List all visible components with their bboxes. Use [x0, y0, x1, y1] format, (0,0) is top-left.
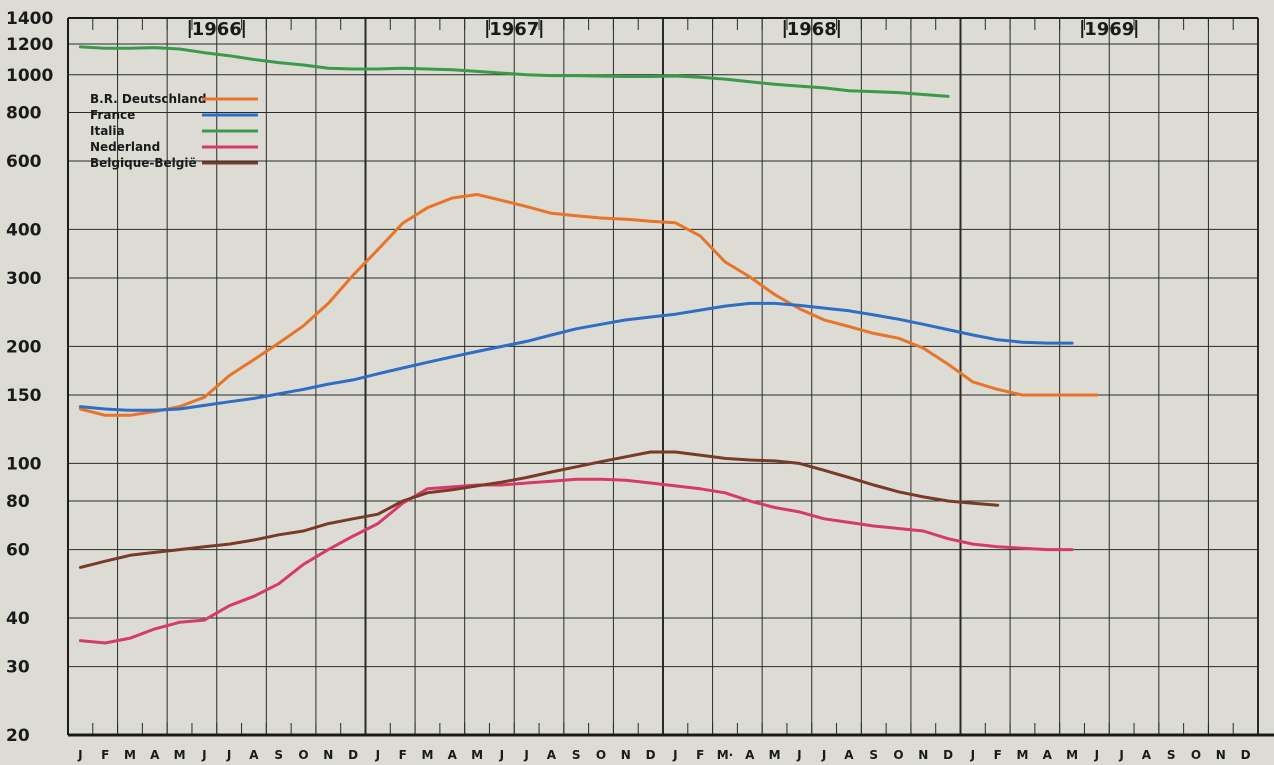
year-label: 1968 [787, 19, 837, 40]
y-tick-label: 1000 [6, 66, 53, 86]
y-tick-label: 80 [6, 492, 30, 512]
x-tick-label: F [399, 748, 407, 762]
y-tick-label: 1400 [6, 9, 53, 29]
x-tick-label: F [696, 748, 704, 762]
x-tick-label: J [499, 748, 504, 762]
year-label: 1966 [192, 19, 242, 40]
y-tick-label: 20 [6, 726, 30, 746]
x-tick-label: D [646, 748, 656, 762]
x-tick-label: J [375, 748, 380, 762]
x-tick-label: M [769, 748, 781, 762]
year-label: 1969 [1084, 19, 1134, 40]
x-tick-label: O [893, 748, 903, 762]
x-tick-label: M [1017, 748, 1029, 762]
series-line [78, 450, 1000, 569]
x-tick-label: M [471, 748, 483, 762]
y-tick-label: 300 [6, 269, 42, 289]
x-tick-label: M [174, 748, 186, 762]
x-tick-label: A [1142, 748, 1152, 762]
x-tick-label: A [844, 748, 854, 762]
x-tick-label: N [1216, 748, 1226, 762]
series-line [78, 301, 1074, 412]
x-tick-label: D [1241, 748, 1251, 762]
y-tick-label: 40 [6, 609, 30, 629]
x-tick-label: O [1191, 748, 1201, 762]
legend-entry-label: France [90, 108, 135, 122]
y-tick-label: 100 [6, 454, 42, 474]
x-tick-label: J [226, 748, 231, 762]
legend-entry-label: Italia [90, 124, 125, 138]
x-tick-label: J [970, 748, 975, 762]
x-tick-label: A [249, 748, 259, 762]
x-tick-label: O [596, 748, 606, 762]
x-tick-label: J [1118, 748, 1123, 762]
legend: B.R. Deutschland France Italia Nederland Bel… [90, 92, 258, 170]
x-tick-label: A [745, 748, 755, 762]
x-tick-label: A [150, 748, 160, 762]
x-tick-label: J [821, 748, 826, 762]
x-tick-label: J [523, 748, 528, 762]
x-tick-label: J [796, 748, 801, 762]
x-tick-label: J [77, 748, 82, 762]
x-tick-label: A [547, 748, 557, 762]
legend-entry-label: Belgique-België [90, 156, 197, 170]
x-tick-label: J [672, 748, 677, 762]
y-tick-label: 150 [6, 386, 42, 406]
x-tick-label: D [348, 748, 358, 762]
series-line [78, 193, 1099, 417]
x-tick-label: S [1167, 748, 1176, 762]
legend-entry-label: Nederland [90, 140, 160, 154]
x-tick-label: N [621, 748, 631, 762]
x-tick-label: J [201, 748, 206, 762]
x-tick-label: J [1094, 748, 1099, 762]
y-tick-label: 1200 [6, 35, 53, 55]
y-tick-label: 800 [6, 103, 42, 123]
y-tick-label: 400 [6, 220, 42, 240]
x-tick-label: A [448, 748, 458, 762]
x-tick-label: S [869, 748, 878, 762]
x-tick-label: F [101, 748, 109, 762]
x-tick-label: D [943, 748, 953, 762]
x-tick-label: M [422, 748, 434, 762]
x-tick-label: N [918, 748, 928, 762]
x-tick-label: M· [717, 748, 734, 762]
legend-entry-label: B.R. Deutschland [90, 92, 206, 106]
x-tick-label: N [323, 748, 333, 762]
x-tick-label: F [994, 748, 1002, 762]
x-tick-label: M [124, 748, 136, 762]
y-tick-label: 60 [6, 541, 30, 561]
series-line [78, 45, 950, 98]
y-tick-label: 200 [6, 337, 42, 357]
y-tick-label: 600 [6, 152, 42, 172]
series-line [78, 477, 1074, 645]
x-tick-label: S [274, 748, 283, 762]
axes: 20 30 40 60 80 100 150 200 300 400 600 800 1000 1200 1… [6, 9, 1274, 762]
x-tick-label: S [572, 748, 581, 762]
x-tick-label: A [1043, 748, 1053, 762]
year-label: 1967 [489, 19, 539, 40]
x-tick-label: M [1066, 748, 1078, 762]
x-tick-label: O [298, 748, 308, 762]
y-tick-label: 30 [6, 658, 30, 678]
series-lines [78, 45, 1099, 645]
